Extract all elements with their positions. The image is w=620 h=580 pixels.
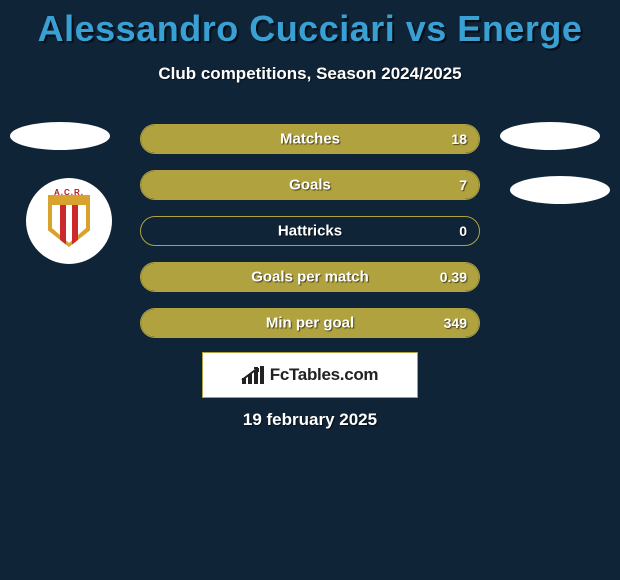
stat-label: Goals per match xyxy=(251,269,369,286)
page-title: Alessandro Cucciari vs Energe xyxy=(0,0,620,50)
stat-value: 7 xyxy=(459,177,467,193)
team-badge-placeholder-top-left xyxy=(10,122,110,150)
stats-bars: Matches 18 Goals 7 Hattricks 0 Goals per… xyxy=(140,124,480,354)
stat-value: 18 xyxy=(451,131,467,147)
team-badge-placeholder-mid-right xyxy=(510,176,610,204)
stat-label: Hattricks xyxy=(278,223,342,240)
date-text: 19 february 2025 xyxy=(0,410,620,430)
team-badge-placeholder-top-right xyxy=(500,122,600,150)
comparison-card: Alessandro Cucciari vs Energe Club compe… xyxy=(0,0,620,580)
club-badge: A.C.R. xyxy=(26,178,112,264)
stat-label: Goals xyxy=(289,177,331,194)
stat-label: Matches xyxy=(280,131,340,148)
stat-value: 0 xyxy=(459,223,467,239)
stat-bar-matches: Matches 18 xyxy=(140,124,480,154)
stat-bar-hattricks: Hattricks 0 xyxy=(140,216,480,246)
stat-label: Min per goal xyxy=(266,315,354,332)
shield-icon xyxy=(48,195,90,247)
stat-value: 349 xyxy=(444,315,467,331)
stat-bar-goals: Goals 7 xyxy=(140,170,480,200)
stat-value: 0.39 xyxy=(440,269,467,285)
brand-link[interactable]: FcTables.com xyxy=(202,352,418,398)
brand-text: FcTables.com xyxy=(270,365,379,385)
bar-chart-icon xyxy=(242,366,264,384)
stat-bar-min-per-goal: Min per goal 349 xyxy=(140,308,480,338)
subtitle: Club competitions, Season 2024/2025 xyxy=(0,64,620,84)
stat-bar-goals-per-match: Goals per match 0.39 xyxy=(140,262,480,292)
